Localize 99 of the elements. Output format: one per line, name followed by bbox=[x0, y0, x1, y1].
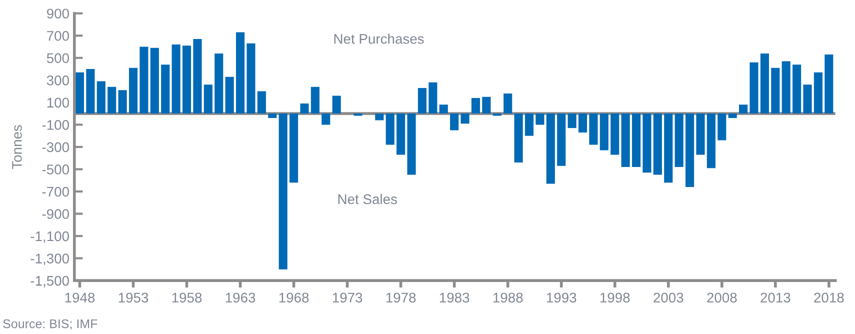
bar bbox=[546, 114, 555, 184]
y-tick-label: -300 bbox=[42, 142, 69, 152]
bar bbox=[578, 114, 588, 132]
bar bbox=[632, 114, 641, 167]
y-tick-label: 300 bbox=[46, 75, 69, 86]
bar bbox=[128, 68, 138, 114]
bar bbox=[75, 72, 84, 114]
bar bbox=[418, 88, 426, 114]
bar bbox=[824, 54, 834, 114]
y-tick-label: -1,500 bbox=[30, 276, 69, 288]
bar bbox=[706, 114, 716, 168]
bar bbox=[278, 114, 288, 270]
bar bbox=[428, 82, 438, 114]
source-note: Source: BIS; IMF bbox=[3, 319, 98, 330]
bar bbox=[386, 114, 394, 145]
y-tick-label: -900 bbox=[42, 209, 69, 219]
bar bbox=[150, 48, 159, 114]
bar bbox=[193, 38, 202, 114]
bar bbox=[118, 90, 127, 114]
y-tick-label: -500 bbox=[42, 164, 69, 174]
x-tick-label: 1998 bbox=[600, 292, 630, 303]
y-tick-label: 100 bbox=[47, 98, 69, 108]
x-tick-label: 1953 bbox=[118, 292, 148, 303]
bar bbox=[557, 114, 566, 166]
bar bbox=[310, 86, 320, 114]
y-tick-label: 700 bbox=[47, 30, 69, 41]
bar bbox=[760, 53, 769, 114]
x-tick-label: 2013 bbox=[760, 292, 790, 303]
y-axis-title: Tonnes bbox=[12, 125, 22, 170]
x-tick-label: 1948 bbox=[65, 292, 95, 303]
bar bbox=[728, 114, 737, 118]
bar bbox=[718, 114, 726, 140]
x-tick-label: 1978 bbox=[386, 292, 416, 303]
bar bbox=[589, 114, 598, 145]
bar bbox=[257, 91, 266, 114]
bar bbox=[771, 68, 780, 114]
x-tick-label: 2008 bbox=[707, 292, 737, 303]
y-tick-label: -1,100 bbox=[30, 231, 69, 243]
bar bbox=[696, 114, 705, 155]
x-tick-label: 2018 bbox=[814, 292, 844, 303]
y-tick-label: -100 bbox=[42, 120, 69, 130]
bar bbox=[182, 46, 192, 114]
bar bbox=[322, 114, 330, 125]
bar bbox=[803, 84, 812, 114]
bar bbox=[332, 96, 341, 114]
x-tick-label: 1968 bbox=[279, 292, 309, 303]
bar bbox=[642, 114, 652, 173]
bar bbox=[460, 114, 470, 124]
x-tick-label: 1988 bbox=[493, 292, 523, 303]
bar bbox=[375, 114, 384, 120]
bar bbox=[504, 94, 512, 114]
bar bbox=[204, 84, 212, 114]
bar bbox=[471, 98, 480, 114]
bar bbox=[172, 44, 180, 114]
x-tick-label: 1983 bbox=[440, 292, 470, 303]
x-tick-label: 1963 bbox=[226, 292, 256, 303]
y-tick-label: -1,300 bbox=[30, 254, 69, 266]
bar bbox=[439, 104, 448, 114]
y-tick-label: 500 bbox=[46, 53, 69, 64]
x-tick-label: 1993 bbox=[546, 292, 576, 303]
bar bbox=[750, 62, 758, 114]
bar bbox=[225, 76, 234, 114]
bar bbox=[482, 96, 491, 114]
y-tick-label: 900 bbox=[47, 8, 69, 19]
bar bbox=[600, 114, 608, 150]
bar bbox=[300, 104, 309, 114]
bar bbox=[268, 114, 277, 118]
bar bbox=[664, 114, 673, 183]
annotation: Net Sales bbox=[338, 194, 397, 204]
bar bbox=[524, 114, 534, 136]
bar bbox=[450, 114, 459, 130]
bar bbox=[108, 86, 116, 114]
x-tick-label: 1973 bbox=[332, 292, 362, 303]
bar bbox=[246, 43, 256, 114]
bar bbox=[140, 46, 148, 114]
bar bbox=[214, 53, 224, 114]
bar bbox=[653, 114, 662, 175]
bar bbox=[407, 114, 416, 175]
bar bbox=[568, 114, 576, 128]
x-tick-label: 1958 bbox=[172, 292, 202, 303]
bar bbox=[792, 64, 802, 114]
bar bbox=[686, 114, 694, 188]
y-tick-label: -700 bbox=[42, 186, 69, 197]
bar bbox=[536, 114, 544, 125]
bar bbox=[610, 114, 620, 155]
bar bbox=[621, 114, 630, 167]
annotation: Net Purchases bbox=[334, 34, 424, 44]
bar bbox=[814, 72, 822, 114]
bar bbox=[86, 69, 95, 114]
bar bbox=[96, 81, 106, 114]
bar bbox=[514, 114, 523, 163]
bar bbox=[739, 104, 748, 114]
bar bbox=[161, 64, 170, 114]
bar bbox=[290, 114, 298, 183]
bar bbox=[236, 32, 245, 114]
x-tick-label: 2003 bbox=[654, 292, 684, 303]
bar bbox=[782, 61, 790, 114]
bar bbox=[396, 114, 406, 155]
bar bbox=[674, 114, 684, 167]
